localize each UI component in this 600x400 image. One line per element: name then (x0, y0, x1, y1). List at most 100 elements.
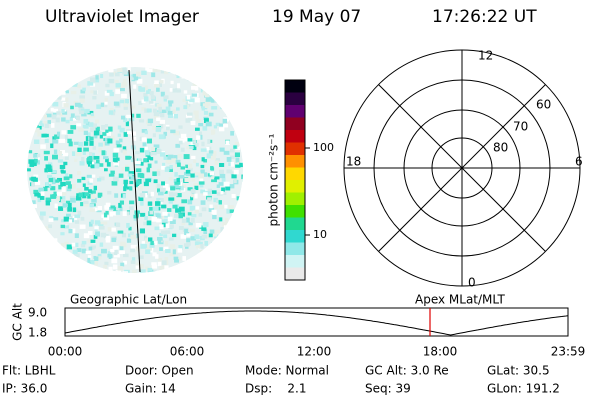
pixel (191, 85, 196, 90)
pixel (215, 158, 220, 162)
pixel (122, 271, 128, 273)
pixel (59, 164, 66, 170)
pixel (65, 213, 71, 217)
pixel (150, 191, 155, 197)
pixel (57, 131, 61, 137)
pixel (137, 255, 144, 259)
pixel (110, 205, 116, 209)
pixel (51, 170, 57, 174)
pixel (156, 87, 160, 92)
pixel (155, 126, 162, 132)
pixel (70, 105, 74, 110)
pixel (203, 110, 209, 115)
footer-field: Flt: LBHL (2, 364, 56, 378)
pixel (89, 77, 96, 83)
pixel (206, 111, 211, 116)
pixel (159, 247, 163, 251)
colorbar-segment (285, 242, 305, 256)
pixel (191, 213, 197, 218)
pixel (211, 106, 218, 110)
pixel (120, 87, 125, 92)
pixel (89, 140, 94, 146)
pixel (187, 167, 193, 172)
pixel (174, 181, 181, 185)
pixel (90, 245, 96, 249)
pixel (160, 69, 167, 74)
pixel (109, 91, 114, 97)
pixel (39, 215, 44, 221)
pixel (72, 215, 78, 221)
pixel (178, 138, 185, 143)
pixel (162, 162, 166, 167)
colorbar-segment (285, 92, 305, 106)
pixel (159, 216, 163, 220)
pixel (38, 126, 42, 130)
pixel (164, 265, 169, 271)
pixel (137, 158, 141, 163)
pixel (82, 193, 87, 199)
pixel (182, 98, 189, 102)
pixel (223, 181, 230, 187)
pixel (89, 203, 95, 208)
pixel (153, 144, 160, 148)
pixel (38, 187, 44, 193)
pixel (83, 147, 89, 152)
pixel (164, 187, 171, 191)
pixel (150, 95, 156, 100)
colorbar-segment (285, 117, 305, 131)
pixel (186, 238, 191, 243)
pixel (84, 192, 90, 196)
pixel (61, 187, 66, 192)
pixel (226, 169, 232, 174)
pixel (175, 143, 181, 148)
pixel (202, 126, 208, 131)
colorbar-segment (285, 80, 305, 93)
pixel (72, 249, 78, 254)
pixel (180, 147, 185, 152)
pixel (136, 262, 141, 266)
pixel (159, 200, 163, 205)
pixel (110, 248, 117, 253)
pixel (125, 166, 130, 172)
pixel (111, 227, 116, 232)
pixel (87, 181, 93, 185)
pixel (98, 163, 104, 167)
pixel (143, 92, 148, 98)
pixel (99, 134, 103, 139)
pixel (62, 152, 69, 157)
pixel (126, 238, 132, 243)
colorbar-segment (285, 230, 305, 243)
pixel (158, 134, 165, 140)
pixel (56, 177, 63, 182)
pixel (120, 115, 125, 120)
pixel (159, 224, 164, 230)
pixel (81, 248, 87, 254)
pixel (122, 150, 127, 155)
pixel (136, 113, 141, 118)
pixel (149, 91, 154, 96)
pixel (208, 207, 215, 212)
pixel (101, 150, 106, 156)
footer-field: GLat: 30.5 (487, 364, 550, 378)
pixel (210, 155, 216, 160)
pixel (194, 234, 200, 238)
pixel (152, 68, 158, 73)
pixel (203, 222, 209, 227)
pixel (145, 150, 150, 156)
pixel (94, 220, 101, 225)
pixel (189, 205, 196, 211)
pixel (208, 112, 214, 117)
pixel (129, 200, 135, 205)
pixel (161, 204, 167, 209)
pixel (138, 101, 143, 105)
pixel (105, 238, 111, 243)
pixel (179, 185, 184, 191)
pixel (110, 170, 115, 174)
pixel (133, 214, 139, 219)
pixel (200, 164, 205, 169)
pixel (154, 241, 158, 245)
pixel (79, 110, 84, 115)
pixel (198, 181, 205, 185)
pixel (220, 191, 224, 195)
pixel (165, 159, 172, 164)
